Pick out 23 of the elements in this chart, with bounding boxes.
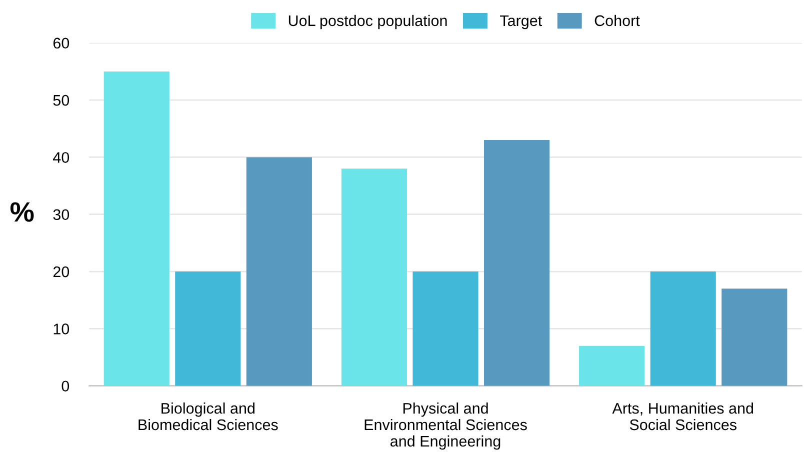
bar [650,272,716,386]
y-tick-label: 20 [53,266,70,278]
legend-label: Cohort [594,14,640,26]
y-tick-label: 40 [53,152,70,163]
bar [246,157,312,386]
bar [484,140,550,386]
bar [412,272,478,386]
bar [104,71,170,386]
y-tick-label: 0 [62,380,70,392]
legend-label: UoL postdoc population [288,14,447,30]
bar [579,346,645,386]
y-tick-label: 60 [53,38,70,49]
bar [175,272,241,386]
legend-label: Target [500,15,542,30]
y-axis-title: % [10,202,34,222]
x-tick-label: Biological and Biomedical Sciences [138,402,278,430]
y-tick-label: 50 [53,94,70,106]
bar [722,288,788,386]
bar [341,168,408,386]
y-tick-label: 10 [54,324,70,334]
x-tick-label: Physical and Environmental Sciences and Engineering [364,402,527,450]
x-tick-label: Arts, Humanities and Social Sciences [612,402,754,430]
y-tick-label: 30 [53,209,70,220]
